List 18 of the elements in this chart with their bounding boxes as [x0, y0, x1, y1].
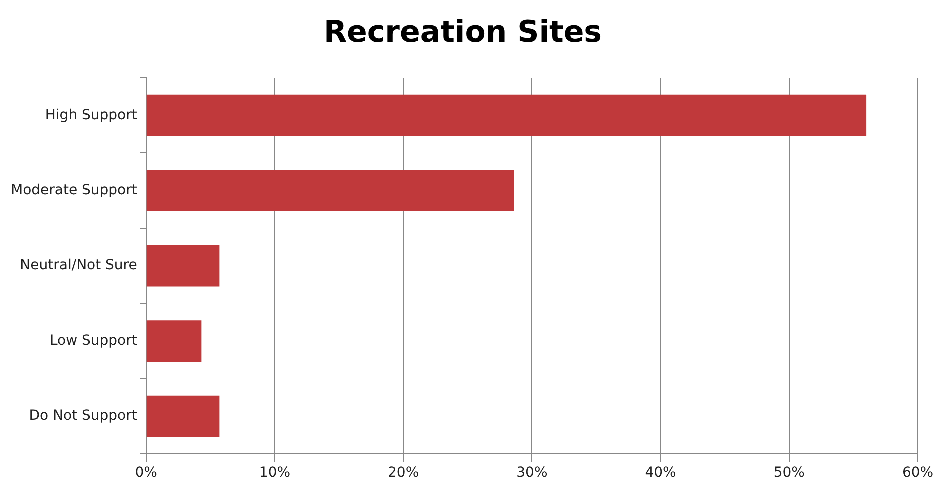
- chart-title: Recreation Sites: [324, 14, 602, 50]
- x-tick-label: 30%: [516, 465, 548, 482]
- x-tick-label: 50%: [774, 465, 805, 482]
- x-tick-label: 60%: [902, 465, 934, 482]
- x-tick-label: 0%: [135, 465, 158, 482]
- x-tick-label: 10%: [259, 465, 291, 482]
- y-tick-label: Low Support: [50, 332, 138, 349]
- x-tick-label: 20%: [388, 465, 420, 482]
- y-tick-label: Do Not Support: [29, 408, 138, 424]
- bar: [146, 320, 202, 362]
- bar: [146, 245, 220, 287]
- y-tick-label: Moderate Support: [10, 182, 138, 198]
- bar: [146, 170, 514, 212]
- y-tick-label: Neutral/Not Sure: [20, 258, 138, 274]
- bar: [146, 396, 220, 438]
- y-tick-label: High Support: [45, 107, 138, 124]
- bar: [146, 94, 867, 136]
- x-tick-label: 40%: [645, 465, 676, 482]
